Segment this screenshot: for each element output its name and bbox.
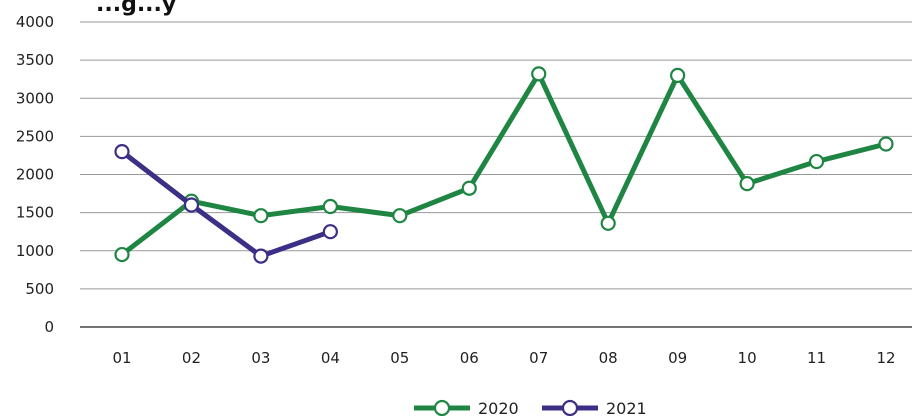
y-tick-label-1500: 1500 (16, 204, 54, 222)
legend-marker-2020 (433, 399, 451, 416)
y-tick-label-3000: 3000 (16, 89, 54, 107)
x-tick-label-01: 01 (112, 349, 131, 367)
x-tick-label-11: 11 (807, 349, 826, 367)
y-tick-label-3500: 3500 (16, 51, 54, 69)
x-tick-label-06: 06 (460, 349, 479, 367)
y-tick-label-1000: 1000 (16, 242, 54, 260)
data-point-2020-08 (600, 215, 616, 231)
x-tick-label-07: 07 (529, 349, 548, 367)
chart-title-fragment: ...g...y (96, 0, 177, 17)
y-tick-label-2500: 2500 (16, 127, 54, 145)
data-point-2021-01 (114, 144, 130, 160)
data-point-2020-01 (114, 246, 130, 263)
x-tick-label-10: 10 (738, 349, 757, 367)
x-tick-label-08: 08 (599, 349, 618, 367)
legend-marker-2021 (561, 399, 579, 416)
x-tick-label-05: 05 (390, 349, 409, 367)
data-point-2020-03 (253, 208, 269, 224)
legend-label-2021: 2021 (606, 399, 647, 416)
data-point-2020-10 (739, 176, 755, 192)
y-tick-label-2000: 2000 (16, 166, 54, 184)
x-tick-label-03: 03 (251, 349, 270, 367)
series-line-2021 (119, 149, 333, 259)
data-point-2020-04 (322, 198, 338, 215)
data-point-2020-07 (531, 66, 547, 82)
x-tick-label-12: 12 (876, 349, 895, 367)
x-tick-label-09: 09 (668, 349, 687, 367)
data-point-2020-11 (808, 153, 825, 170)
data-point-2020-06 (461, 180, 477, 196)
data-point-2020-12 (878, 136, 894, 152)
data-point-2021-04 (322, 224, 338, 240)
data-point-2020-09 (670, 67, 686, 83)
data-point-2020-05 (392, 208, 408, 224)
legend-label-2020: 2020 (478, 399, 519, 416)
x-tick-label-02: 02 (182, 349, 201, 367)
y-tick-label-0: 0 (44, 318, 54, 336)
y-tick-label-4000: 4000 (16, 13, 54, 31)
series-line-2020 (119, 71, 889, 258)
data-point-2021-02 (183, 197, 200, 213)
x-tick-label-04: 04 (321, 349, 340, 367)
data-point-2021-03 (253, 248, 269, 264)
y-tick-label-500: 500 (25, 280, 54, 298)
